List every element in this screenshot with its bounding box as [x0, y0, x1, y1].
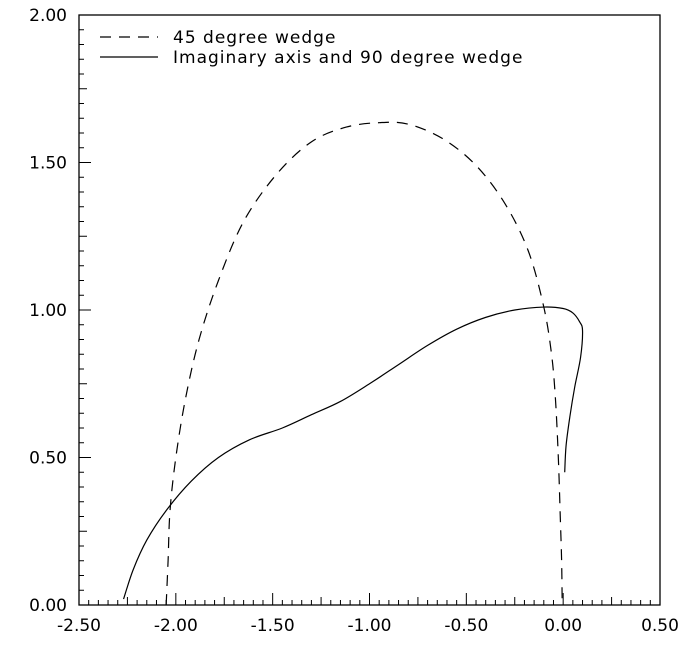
x-tick-label: -2.00: [154, 616, 198, 636]
y-tick-label: 2.00: [29, 6, 67, 26]
y-tick-label: 1.50: [29, 154, 67, 174]
series-imaginary-axis-line: [122, 306, 584, 600]
x-tick-label: 0.50: [641, 616, 679, 636]
legend-label-45-degree-wedge: 45 degree wedge: [173, 28, 336, 48]
y-axis-tick-labels: 0.00 0.50 1.00 1.50 2.00: [29, 6, 67, 616]
series-45-degree-wedge-line: [165, 121, 563, 606]
x-tick-label: -2.50: [57, 616, 101, 636]
x-axis-tick-labels: -2.50 -2.00 -1.50 -1.00 -0.50 0.00 0.50: [57, 616, 679, 636]
x-axis-ticks: [78, 593, 661, 605]
y-tick-label: 0.00: [29, 596, 67, 616]
y-tick-label: 1.00: [29, 301, 67, 321]
x-tick-label: -1.00: [348, 616, 392, 636]
y-tick-label: 0.50: [29, 449, 67, 469]
plot-frame: [78, 14, 661, 606]
series-layer: [122, 121, 584, 606]
y-axis-ticks: [79, 14, 91, 606]
x-tick-label: -1.50: [251, 616, 295, 636]
x-tick-label: 0.00: [544, 616, 582, 636]
legend: 45 degree wedge Imaginary axis and 90 de…: [100, 28, 523, 68]
x-tick-label: -0.50: [444, 616, 488, 636]
legend-label-imaginary-axis: Imaginary axis and 90 degree wedge: [173, 48, 523, 68]
